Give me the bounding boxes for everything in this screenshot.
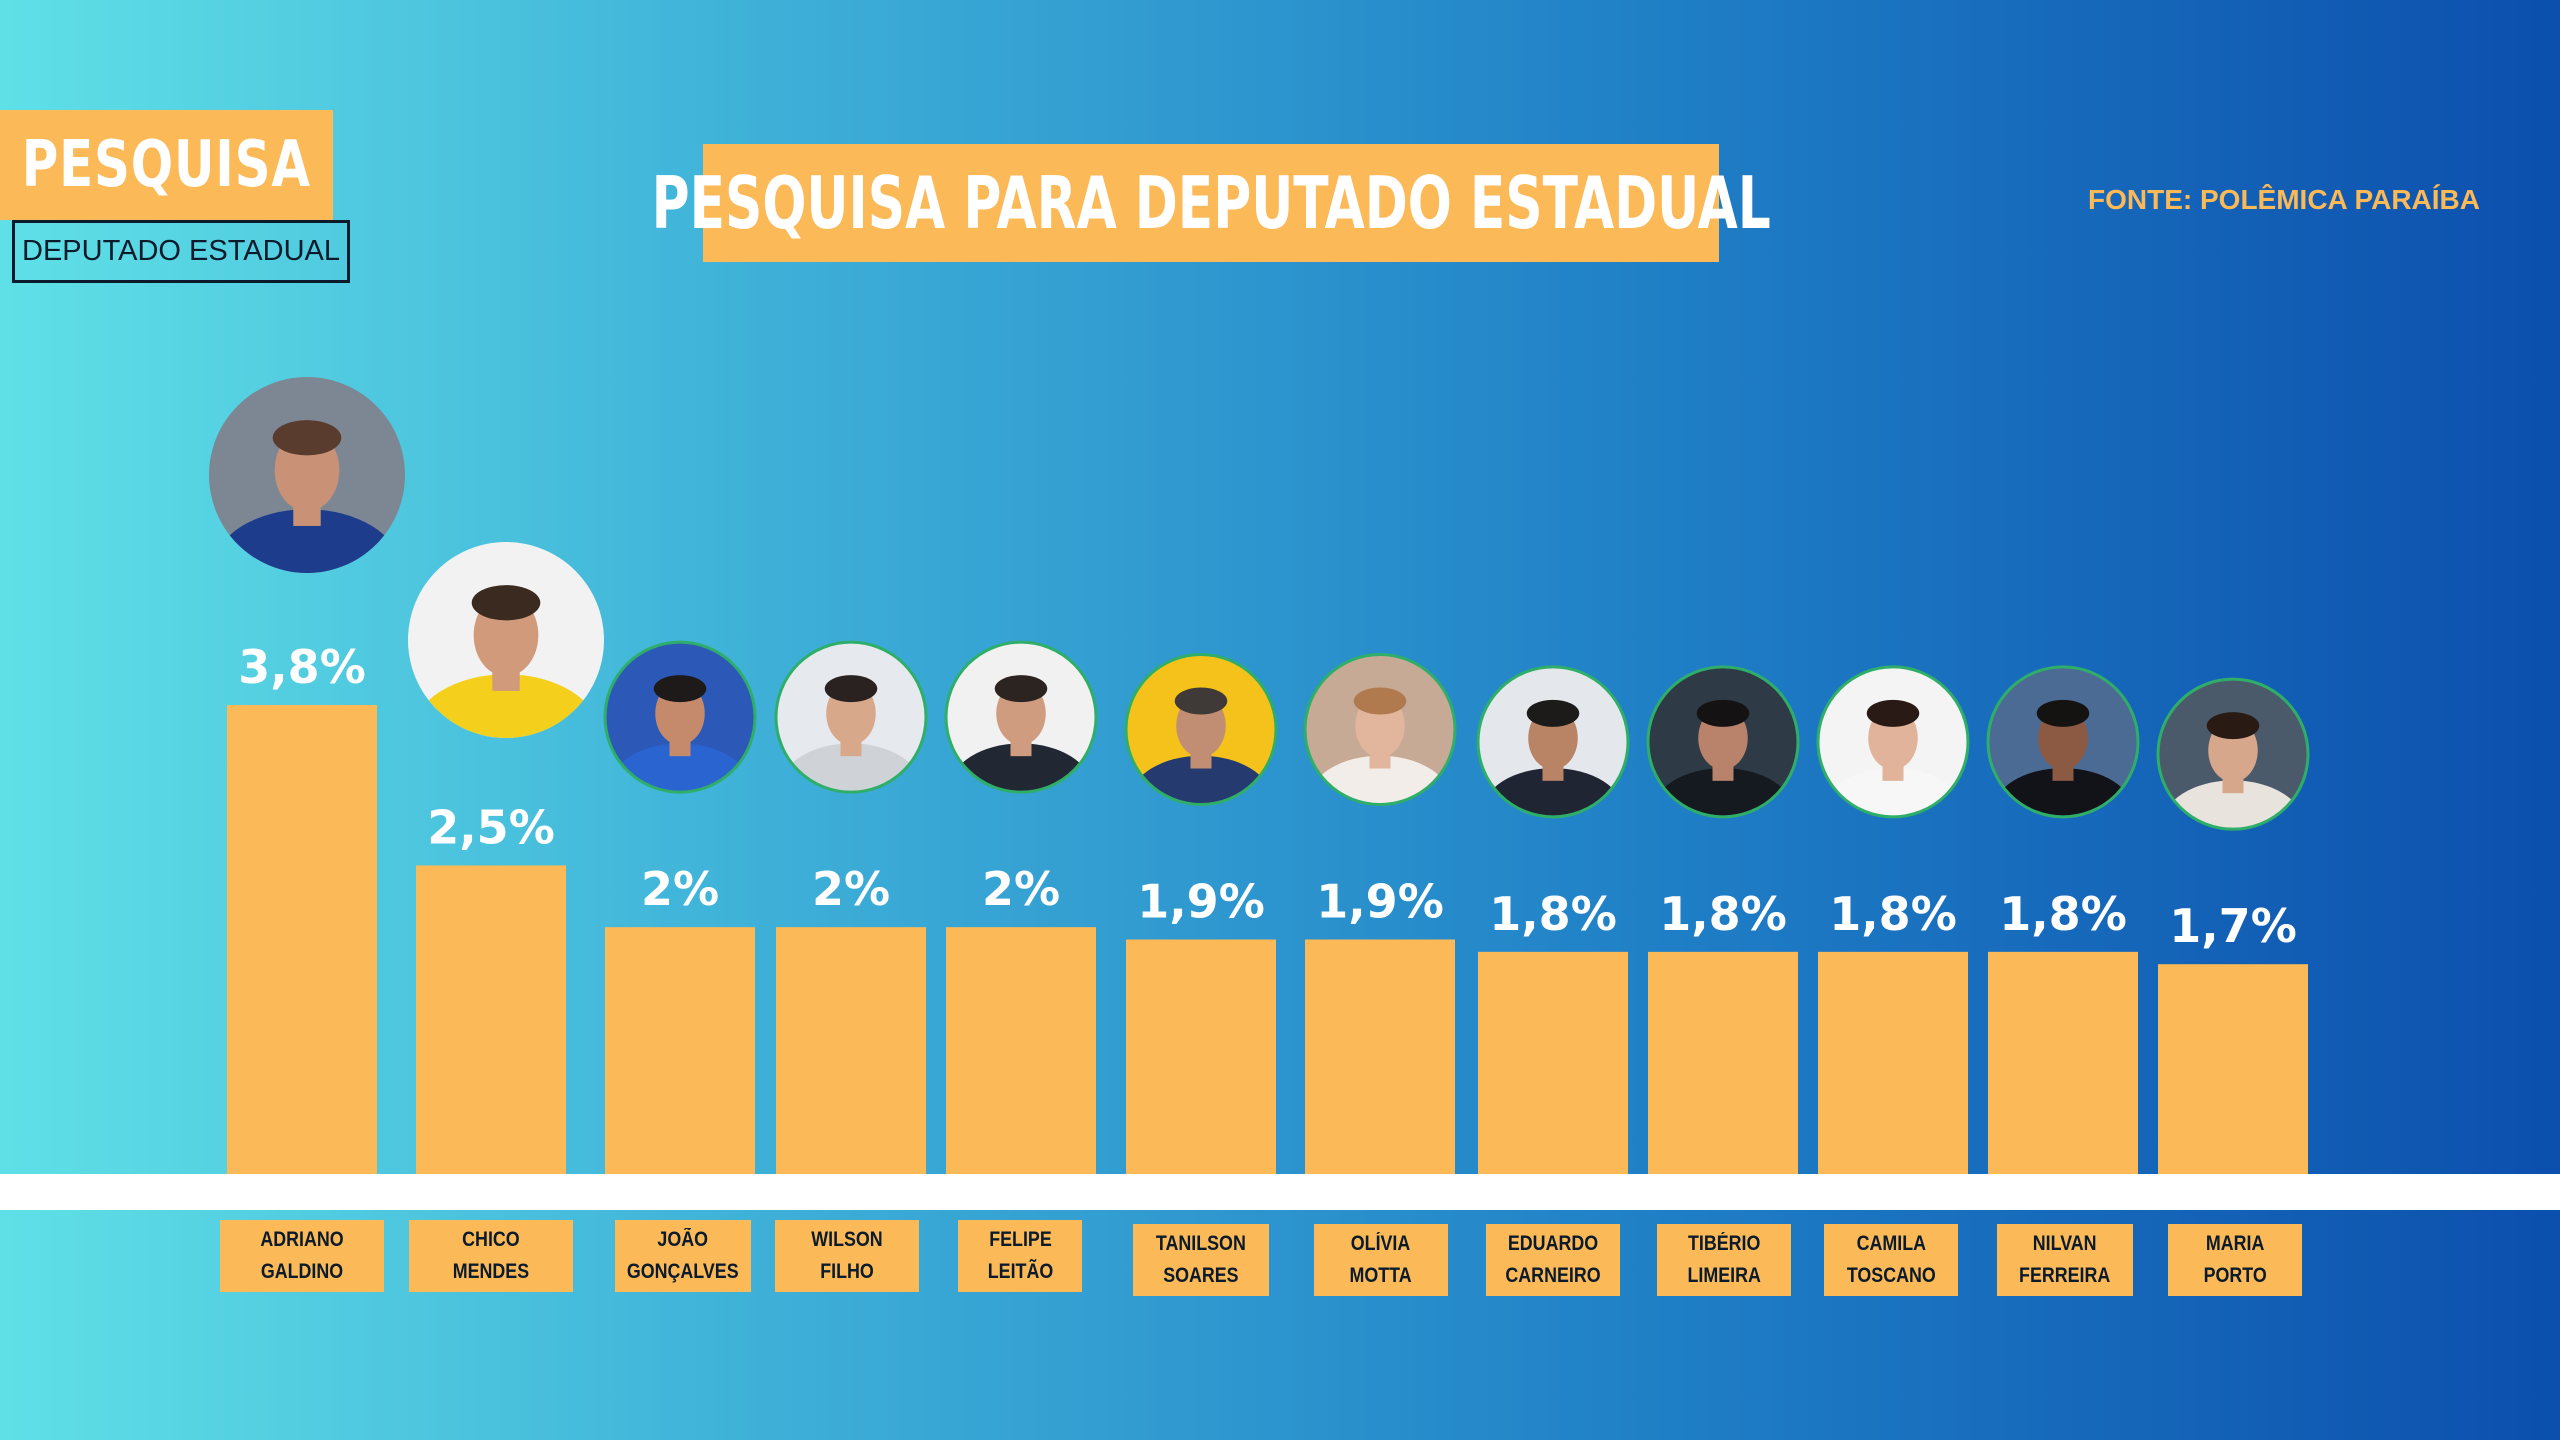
data-label: 1,8% <box>1999 887 2127 941</box>
bar <box>1818 951 1968 1174</box>
data-label: 1,8% <box>1489 887 1617 941</box>
data-label: 2% <box>812 862 890 916</box>
candidate-name-text: TANILSON SOARES <box>1156 1232 1246 1287</box>
headline-banner: PESQUISA PARA DEPUTADO ESTADUAL <box>651 144 1771 262</box>
candidate-name-label: ADRIANO GALDINO <box>220 1220 384 1292</box>
deputado-estadual-tag: DEPUTADO ESTADUAL <box>12 220 350 283</box>
bar <box>946 927 1096 1174</box>
candidate-photo <box>1818 666 1968 817</box>
candidate-name-text: FELIPE LEITÃO <box>987 1228 1053 1283</box>
candidate-name-text: TIBÉRIO LIMEIRA <box>1687 1232 1761 1287</box>
photo-ring <box>774 640 928 794</box>
tag-title: PESQUISA <box>21 128 312 202</box>
candidate-name-label: JOÃO GONÇALVES <box>615 1220 751 1292</box>
candidate-photo <box>1648 666 1798 817</box>
candidate-name-label: EDUARDO CARNEIRO <box>1486 1224 1620 1296</box>
candidate-name-text: JOÃO GONÇALVES <box>627 1228 739 1283</box>
bar <box>1988 951 2138 1174</box>
candidate-name-text: EDUARDO CARNEIRO <box>1505 1232 1601 1287</box>
data-label: 1,8% <box>1659 887 1787 941</box>
candidate-photo <box>2158 679 2308 830</box>
photo-ring <box>1816 665 1970 819</box>
photo-ring <box>1646 665 1800 819</box>
candidate-photo <box>408 542 604 738</box>
chart-title: PESQUISA PARA DEPUTADO ESTADUAL <box>651 161 1771 245</box>
photo-ring <box>1124 653 1278 806</box>
data-label: 2% <box>982 862 1060 916</box>
photo-ring <box>603 640 757 794</box>
candidate-photo <box>776 642 926 793</box>
photo-ring <box>1476 665 1630 819</box>
source-label: FONTE: POLÊMICA PARAÍBA <box>2088 184 2480 215</box>
candidate-photo <box>605 642 755 793</box>
bar <box>227 705 377 1174</box>
pesquisa-tag: PESQUISA <box>0 110 333 220</box>
bar <box>605 927 755 1174</box>
data-label: 1,9% <box>1137 875 1265 929</box>
photo-ring <box>944 640 1098 794</box>
candidate-name-label: CAMILA TOSCANO <box>1824 1224 1958 1296</box>
candidate-photo <box>1988 666 2138 817</box>
photo-ring <box>2156 677 2310 831</box>
data-label: 3,8% <box>238 640 366 694</box>
candidate-name-text: NILVAN FERREIRA <box>2019 1232 2111 1287</box>
candidate-name-text: MARIA PORTO <box>2203 1232 2267 1287</box>
candidate-name-text: CHICO MENDES <box>452 1228 530 1283</box>
photo-ring <box>1986 665 2140 819</box>
photo-ring <box>1303 653 1457 806</box>
data-label: 2,5% <box>427 800 555 854</box>
candidate-name-label: TANILSON SOARES <box>1133 1224 1269 1296</box>
candidate-name-label: NILVAN FERREIRA <box>1997 1224 2133 1296</box>
candidate-photo <box>1126 654 1276 805</box>
bar <box>416 865 566 1174</box>
candidate-name-label: CHICO MENDES <box>409 1220 573 1292</box>
data-label: 1,9% <box>1316 875 1444 929</box>
candidate-photo <box>1478 666 1628 817</box>
bar <box>776 927 926 1174</box>
data-label: 2% <box>641 862 719 916</box>
candidate-name-text: CAMILA TOSCANO <box>1846 1232 1936 1287</box>
candidate-name-text: WILSON FILHO <box>811 1228 883 1283</box>
bar <box>1648 951 1798 1174</box>
bar <box>1478 951 1628 1174</box>
candidate-name-label: TIBÉRIO LIMEIRA <box>1657 1224 1791 1296</box>
data-label: 1,7% <box>2169 899 2297 953</box>
candidate-name-text: ADRIANO GALDINO <box>260 1228 344 1283</box>
candidate-name-text: OLÍVIA MOTTA <box>1349 1232 1413 1287</box>
candidate-name-label: FELIPE LEITÃO <box>958 1220 1082 1292</box>
bar <box>1126 939 1276 1174</box>
candidate-photo <box>209 377 405 573</box>
chart-baseline <box>0 1174 2560 1210</box>
candidate-name-label: WILSON FILHO <box>775 1220 919 1292</box>
candidate-photo <box>946 642 1096 793</box>
candidate-name-label: MARIA PORTO <box>2168 1224 2302 1296</box>
data-label: 1,8% <box>1829 887 1957 941</box>
bar <box>1305 939 1455 1174</box>
candidate-photo <box>1305 654 1455 805</box>
bar <box>2158 964 2308 1174</box>
candidate-name-label: OLÍVIA MOTTA <box>1314 1224 1448 1296</box>
